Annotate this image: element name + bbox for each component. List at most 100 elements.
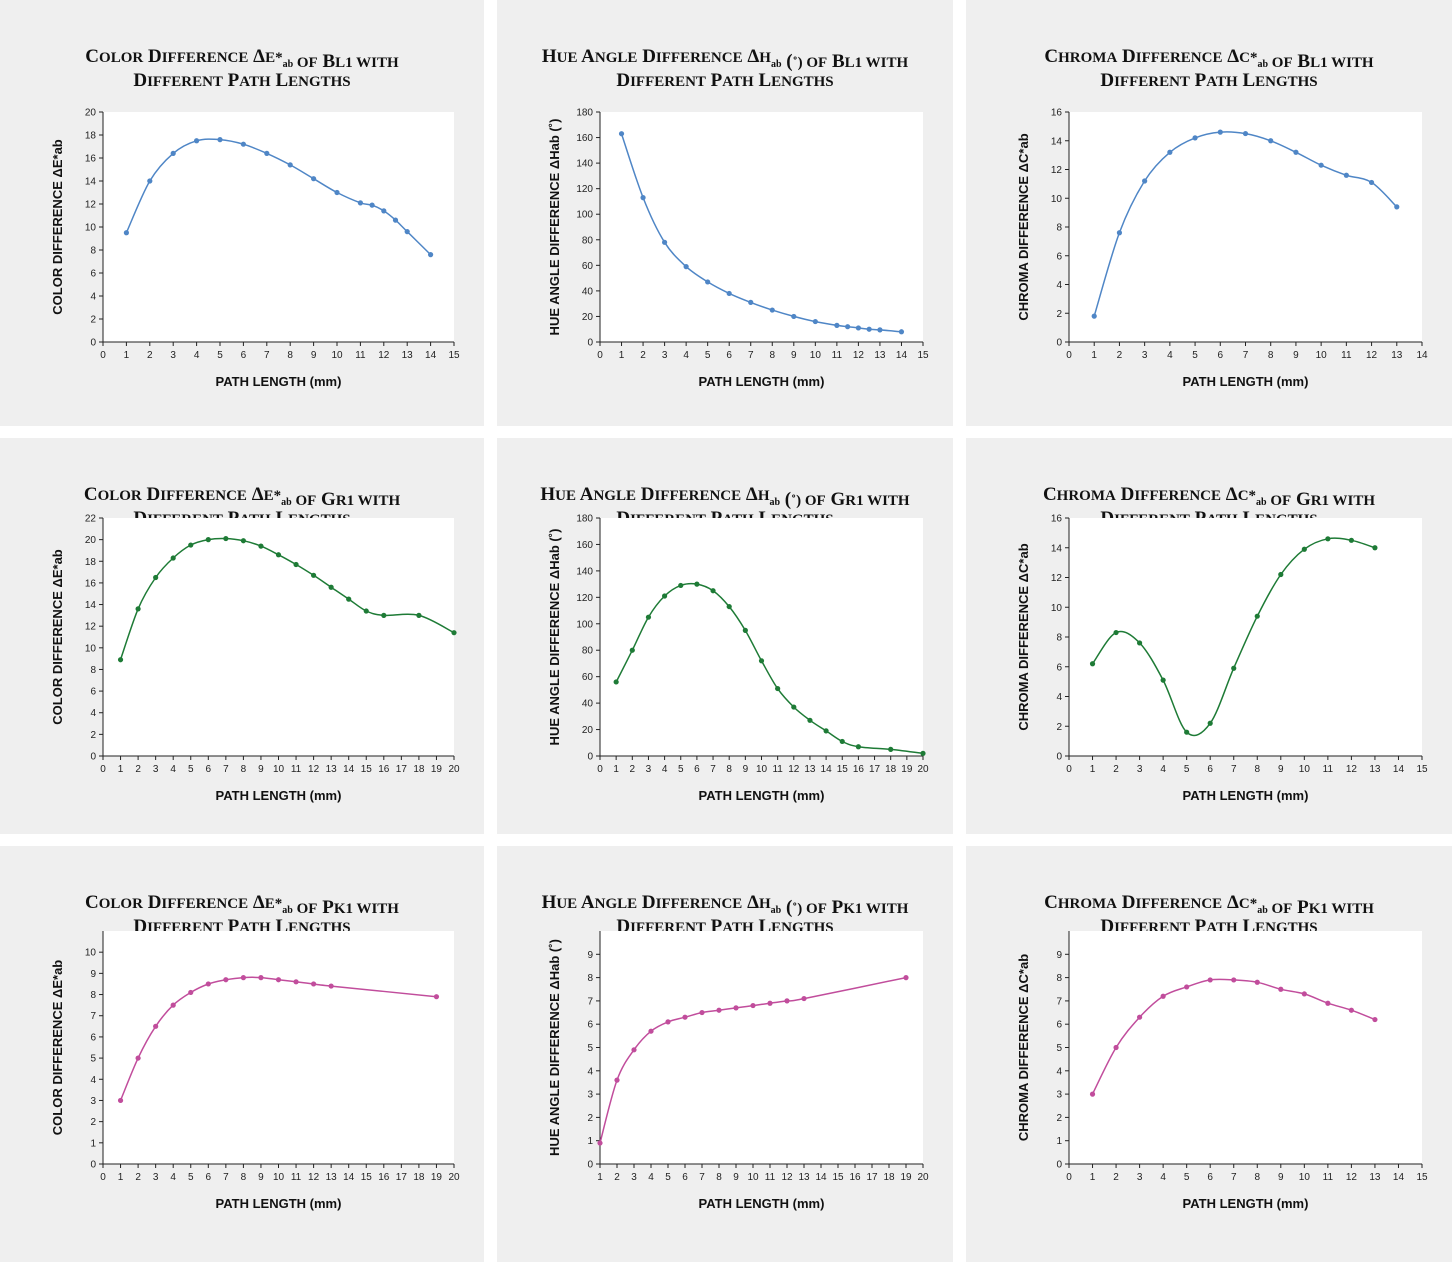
y-tick-label: 6 bbox=[1056, 251, 1062, 262]
y-tick-label: 20 bbox=[85, 108, 97, 119]
data-point bbox=[1348, 537, 1354, 543]
chart-panel: HUE ANGLE DIFFERENCE ΔHab (˚) OF GR1 WIT… bbox=[497, 438, 953, 834]
x-tick-label: 4 bbox=[662, 764, 668, 775]
y-tick-label: 12 bbox=[1051, 573, 1063, 584]
y-tick-label: 10 bbox=[85, 643, 97, 654]
series-line bbox=[125, 138, 432, 256]
y-tick-label: 4 bbox=[587, 1066, 593, 1077]
data-point bbox=[381, 208, 387, 214]
y-tick-label: 8 bbox=[1056, 633, 1062, 644]
data-point bbox=[1325, 536, 1331, 542]
x-tick-label: 11 bbox=[832, 350, 843, 361]
x-tick-label: 7 bbox=[748, 350, 754, 361]
x-tick-label: 0 bbox=[597, 764, 603, 775]
y-tick-label: 8 bbox=[1056, 973, 1062, 984]
x-tick-label: 6 bbox=[682, 1172, 688, 1183]
series-line bbox=[620, 133, 902, 333]
chart-svg: COLOR DIFFERENCE ΔE*ab OF PK1 WITHDIFFER… bbox=[50, 892, 460, 1211]
data-point bbox=[1343, 172, 1349, 178]
data-point bbox=[1368, 179, 1375, 186]
y-tick-label: 6 bbox=[90, 687, 96, 698]
x-tick-label: 14 bbox=[821, 764, 833, 775]
x-tick-label: 4 bbox=[1160, 1172, 1166, 1183]
y-axis-label: COLOR DIFFERENCE ΔE*ab bbox=[50, 549, 65, 725]
chart-svg: CHROMA DIFFERENCE ΔC*ab OF GR1 WITHDIFFE… bbox=[1016, 484, 1428, 803]
data-point bbox=[767, 1000, 773, 1006]
x-tick-label: 12 bbox=[1346, 764, 1358, 775]
x-tick-label: 6 bbox=[726, 350, 732, 361]
chart-title: CHROMA DIFFERENCE ΔC*ab OF GR1 WITH bbox=[1043, 484, 1375, 510]
data-point bbox=[275, 977, 282, 983]
x-tick-label: 15 bbox=[917, 350, 929, 361]
x-tick-label: 12 bbox=[853, 350, 865, 361]
data-point bbox=[188, 989, 194, 996]
x-tick-label: 1 bbox=[118, 1172, 124, 1183]
x-tick-label: 14 bbox=[896, 350, 908, 361]
x-tick-label: 15 bbox=[361, 764, 373, 775]
x-tick-label: 5 bbox=[188, 1172, 194, 1183]
y-tick-label: 60 bbox=[582, 672, 594, 683]
y-tick-label: 2 bbox=[90, 1117, 96, 1128]
data-point bbox=[240, 538, 246, 544]
y-tick-label: 1 bbox=[1056, 1136, 1062, 1147]
y-axis-label: HUE ANGLE DIFFERENCE ΔHab (˚) bbox=[547, 529, 562, 746]
y-tick-label: 180 bbox=[576, 514, 593, 525]
data-point bbox=[733, 1005, 739, 1011]
x-tick-label: 13 bbox=[326, 764, 338, 775]
x-tick-label: 18 bbox=[885, 764, 897, 775]
y-tick-label: 18 bbox=[85, 557, 97, 568]
data-point bbox=[855, 744, 861, 750]
y-tick-label: 1 bbox=[90, 1138, 96, 1149]
x-tick-label: 5 bbox=[217, 350, 223, 361]
y-tick-label: 180 bbox=[576, 108, 593, 119]
x-tick-label: 5 bbox=[678, 764, 684, 775]
data-point bbox=[888, 746, 894, 752]
x-tick-label: 10 bbox=[810, 350, 822, 361]
data-point bbox=[1137, 640, 1143, 646]
x-tick-label: 11 bbox=[291, 1172, 302, 1183]
y-tick-label: 16 bbox=[85, 578, 97, 589]
x-tick-label: 17 bbox=[866, 1172, 878, 1183]
x-axis-label: PATH LENGTH (mm) bbox=[699, 1196, 825, 1211]
x-tick-label: 11 bbox=[1341, 350, 1352, 361]
x-tick-label: 1 bbox=[613, 764, 619, 775]
data-point bbox=[855, 325, 861, 331]
x-tick-label: 20 bbox=[448, 764, 460, 775]
x-tick-label: 6 bbox=[206, 764, 212, 775]
x-tick-label: 12 bbox=[308, 764, 320, 775]
x-tick-label: 5 bbox=[188, 764, 194, 775]
x-tick-label: 11 bbox=[1323, 764, 1334, 775]
x-tick-label: 8 bbox=[287, 350, 293, 361]
data-point bbox=[223, 977, 229, 983]
data-point bbox=[275, 552, 282, 558]
data-point bbox=[188, 542, 194, 548]
data-point bbox=[618, 131, 625, 137]
y-tick-label: 14 bbox=[85, 177, 97, 188]
x-axis-label: PATH LENGTH (mm) bbox=[216, 374, 342, 389]
x-tick-label: 15 bbox=[361, 1172, 373, 1183]
data-point bbox=[381, 612, 387, 618]
data-point bbox=[404, 229, 410, 235]
data-point bbox=[1372, 1016, 1378, 1023]
x-tick-label: 0 bbox=[1066, 1172, 1072, 1183]
data-point bbox=[640, 195, 646, 201]
y-tick-label: 0 bbox=[90, 1160, 96, 1171]
y-tick-label: 40 bbox=[582, 699, 594, 710]
data-point bbox=[428, 252, 434, 258]
x-tick-label: 4 bbox=[1167, 350, 1173, 361]
y-tick-label: 12 bbox=[85, 622, 97, 633]
x-tick-label: 6 bbox=[694, 764, 700, 775]
chart-svg: HUE ANGLE DIFFERENCE ΔHab (˚) OF PK1 WIT… bbox=[542, 892, 929, 1211]
data-point bbox=[834, 322, 840, 328]
x-tick-label: 1 bbox=[118, 764, 124, 775]
x-tick-label: 15 bbox=[832, 1172, 844, 1183]
x-tick-label: 17 bbox=[396, 1172, 408, 1183]
y-tick-label: 16 bbox=[1051, 514, 1063, 525]
data-point bbox=[705, 279, 711, 285]
y-tick-label: 60 bbox=[582, 261, 594, 272]
x-tick-label: 2 bbox=[614, 1172, 620, 1183]
chart-panel: HUE ANGLE DIFFERENCE ΔHab (˚) OF PK1 WIT… bbox=[497, 846, 953, 1262]
data-point bbox=[1089, 1091, 1096, 1097]
chart-panel: CHROMA DIFFERENCE ΔC*ab OF BL1 WITH DIFFE… bbox=[966, 0, 1452, 426]
y-tick-label: 9 bbox=[587, 950, 593, 961]
